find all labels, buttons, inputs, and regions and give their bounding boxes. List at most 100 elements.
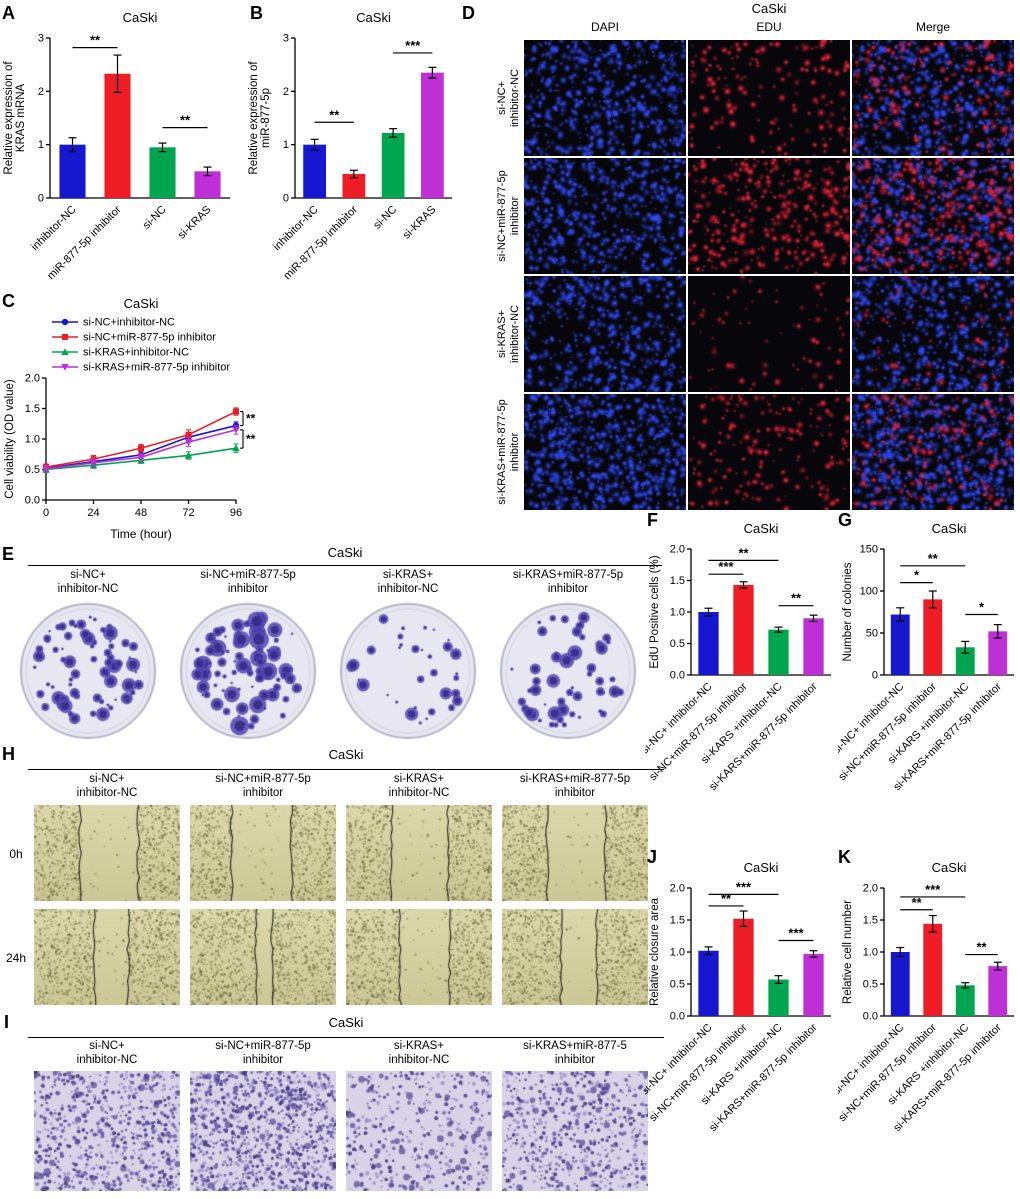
merge-image-row3 (852, 276, 1014, 392)
dapi-image-row2 (524, 158, 686, 274)
svg-text:miR-877-5p inhibitor: miR-877-5p inhibitor (45, 203, 124, 282)
panel-e-title-rule (28, 565, 662, 566)
svg-text:Relative cell number: Relative cell number (842, 900, 854, 1004)
dapi-image-row1 (524, 40, 686, 156)
wound-group-label-3: si-KRAS+ inhibitor-NC (339, 772, 499, 801)
kras-mrna-bar-chart: CaSki Relative expression of KRAS mRNA 0 1 2 3… (0, 0, 240, 301)
panel-b-letter: B (250, 3, 263, 23)
svg-text:CaSki: CaSki (932, 521, 967, 536)
svg-text:miR-877-5p inhibitor: miR-877-5p inhibitor (281, 203, 360, 282)
wound-group-label-2: si-NC+miR-877-5p inhibitor (183, 772, 343, 801)
svg-text:**: ** (928, 551, 939, 566)
wound-image-0h-3 (346, 805, 492, 901)
svg-text:***: *** (405, 38, 421, 53)
svg-text:0.0: 0.0 (863, 1011, 878, 1023)
svg-text:si-KRAS+inhibitor-NC: si-KRAS+inhibitor-NC (83, 347, 189, 359)
panel-c-letter: C (2, 291, 15, 311)
group-label-line: inhibitor-NC (388, 1054, 450, 1067)
edu-image-row3 (688, 276, 850, 392)
colony-dish-2 (178, 601, 318, 741)
svg-text:2.0: 2.0 (25, 373, 40, 385)
svg-text:si-NC+inhibitor-NC: si-NC+inhibitor-NC (83, 317, 175, 329)
group-label-line: si-NC+miR-877-5p (200, 569, 296, 581)
colony-dish-1 (18, 601, 158, 741)
panel-a: A CaSki Relative expression of KRAS mRNA 0 1… (0, 0, 240, 296)
svg-text:1.5: 1.5 (25, 403, 40, 415)
svg-text:***: *** (736, 879, 752, 894)
wound-image-0h-1 (34, 805, 180, 901)
wound-group-label-1: si-NC+ inhibitor-NC (27, 772, 187, 801)
svg-text:CaSki: CaSki (124, 296, 159, 311)
svg-text:si-KRAS+miR-877-5p inhibitor: si-KRAS+miR-877-5p inhibitor (83, 362, 230, 374)
svg-text:3: 3 (38, 33, 44, 45)
panel-i: I CaSki si-NC+ inhibitor-NC si-NC+miR-877… (0, 1013, 670, 1194)
panel-j: J CaSki Relative closure area 0.0 0.5 1.0 1.5… (639, 840, 837, 1194)
svg-text:96: 96 (230, 507, 242, 519)
svg-text:si-KRAS: si-KRAS (176, 204, 214, 242)
svg-text:2: 2 (283, 86, 289, 98)
svg-text:**: ** (791, 591, 802, 606)
svg-text:inhibitor-NC: inhibitor-NC (29, 204, 79, 254)
transwell-group-label-1: si-NC+ inhibitor-NC (27, 1039, 187, 1068)
svg-text:1.0: 1.0 (670, 607, 685, 619)
edu-column-header: EDU (756, 20, 782, 34)
row-label-si-kras-mir-inhibitor: si-KRAS+miR-877-5p inhibitor (496, 394, 522, 510)
colony-group-label-1: si-NC+ inhibitor-NC (8, 568, 168, 597)
dapi-image-row4 (524, 394, 686, 510)
panel-h-title: CaSki (328, 747, 364, 762)
svg-text:2.0: 2.0 (670, 883, 685, 895)
panel-d-title: CaSki (751, 1, 787, 16)
merge-image-row1 (852, 40, 1014, 156)
svg-text:Relative closure area: Relative closure area (649, 897, 661, 1006)
merge-image-row2 (852, 158, 1014, 274)
transwell-image-4 (502, 1071, 648, 1191)
transwell-image-3 (346, 1071, 492, 1191)
wound-image-0h-2 (190, 805, 336, 901)
group-label-line: inhibitor-NC (76, 787, 138, 800)
panel-b: B CaSki Relative expression of miR-877-5p 0… (245, 0, 460, 296)
svg-text:1: 1 (283, 139, 289, 151)
timepoint-label-24h: 24h (5, 951, 27, 965)
svg-text:*: * (979, 600, 985, 615)
panel-h-title-rule (28, 769, 664, 770)
svg-text:**: ** (738, 545, 749, 560)
svg-text:**: ** (329, 107, 340, 122)
panel-c: C CaSki si-NC+inhibitor-NC si-NC+miR-877-5… (0, 292, 272, 544)
svg-text:CaSki: CaSki (744, 521, 779, 536)
group-label-line: inhibitor (554, 787, 596, 800)
svg-text:0.0: 0.0 (670, 1011, 685, 1023)
row-label-line: si-KRAS+ (495, 310, 508, 359)
panel-d-letter: D (462, 3, 475, 23)
svg-text:si-KRAS: si-KRAS (401, 204, 439, 242)
row-label-line: si-KRAS+miR-877-5p (495, 399, 508, 505)
panel-f: F CaSki EdU Positive cells (%) 0.0 0.5 1.0 1.… (639, 505, 837, 843)
wound-image-24h-2 (190, 909, 336, 1005)
svg-text:0: 0 (38, 193, 44, 205)
panel-i-title: CaSki (328, 1015, 364, 1030)
panel-k-letter: K (838, 847, 851, 867)
row-label-si-nc-mir-inhibitor: si-NC+miR-877-5p inhibitor (496, 158, 522, 274)
svg-text:2.0: 2.0 (670, 544, 685, 556)
row-label-line: inhibitor-NC (509, 304, 521, 364)
svg-text:0.0: 0.0 (670, 670, 685, 682)
wound-image-0h-4 (502, 805, 648, 901)
svg-text:1.5: 1.5 (670, 915, 685, 927)
transwell-image-2 (190, 1071, 336, 1191)
colony-group-label-3: si-KRAS+ inhibitor-NC (328, 568, 488, 597)
transwell-group-label-3: si-KRAS+ inhibitor-NC (339, 1039, 499, 1068)
svg-text:EdU Positive cells (%): EdU Positive cells (%) (649, 555, 661, 668)
svg-text:1.5: 1.5 (863, 915, 878, 927)
group-label-line: si-KRAS+ (393, 1040, 445, 1052)
panel-g-letter: G (838, 510, 853, 530)
svg-text:1: 1 (38, 139, 44, 151)
svg-text:si-NC: si-NC (141, 204, 169, 232)
colony-count-bar-chart: CaSki Number of colonies 0 50 100 150 si-NC+ i… (831, 505, 1020, 848)
cell-viability-line-chart: CaSki si-NC+inhibitor-NC si-NC+miR-877-5p … (0, 292, 272, 549)
svg-text:CaSki: CaSki (744, 860, 779, 875)
svg-text:*: * (914, 568, 920, 583)
svg-text:**: ** (976, 940, 987, 955)
svg-text:0.0: 0.0 (25, 495, 40, 507)
svg-text:2: 2 (38, 86, 44, 98)
panel-e: E CaSki si-NC+ inhibitor-NC si-NC+miR-877… (0, 545, 670, 745)
svg-text:**: ** (911, 895, 922, 910)
